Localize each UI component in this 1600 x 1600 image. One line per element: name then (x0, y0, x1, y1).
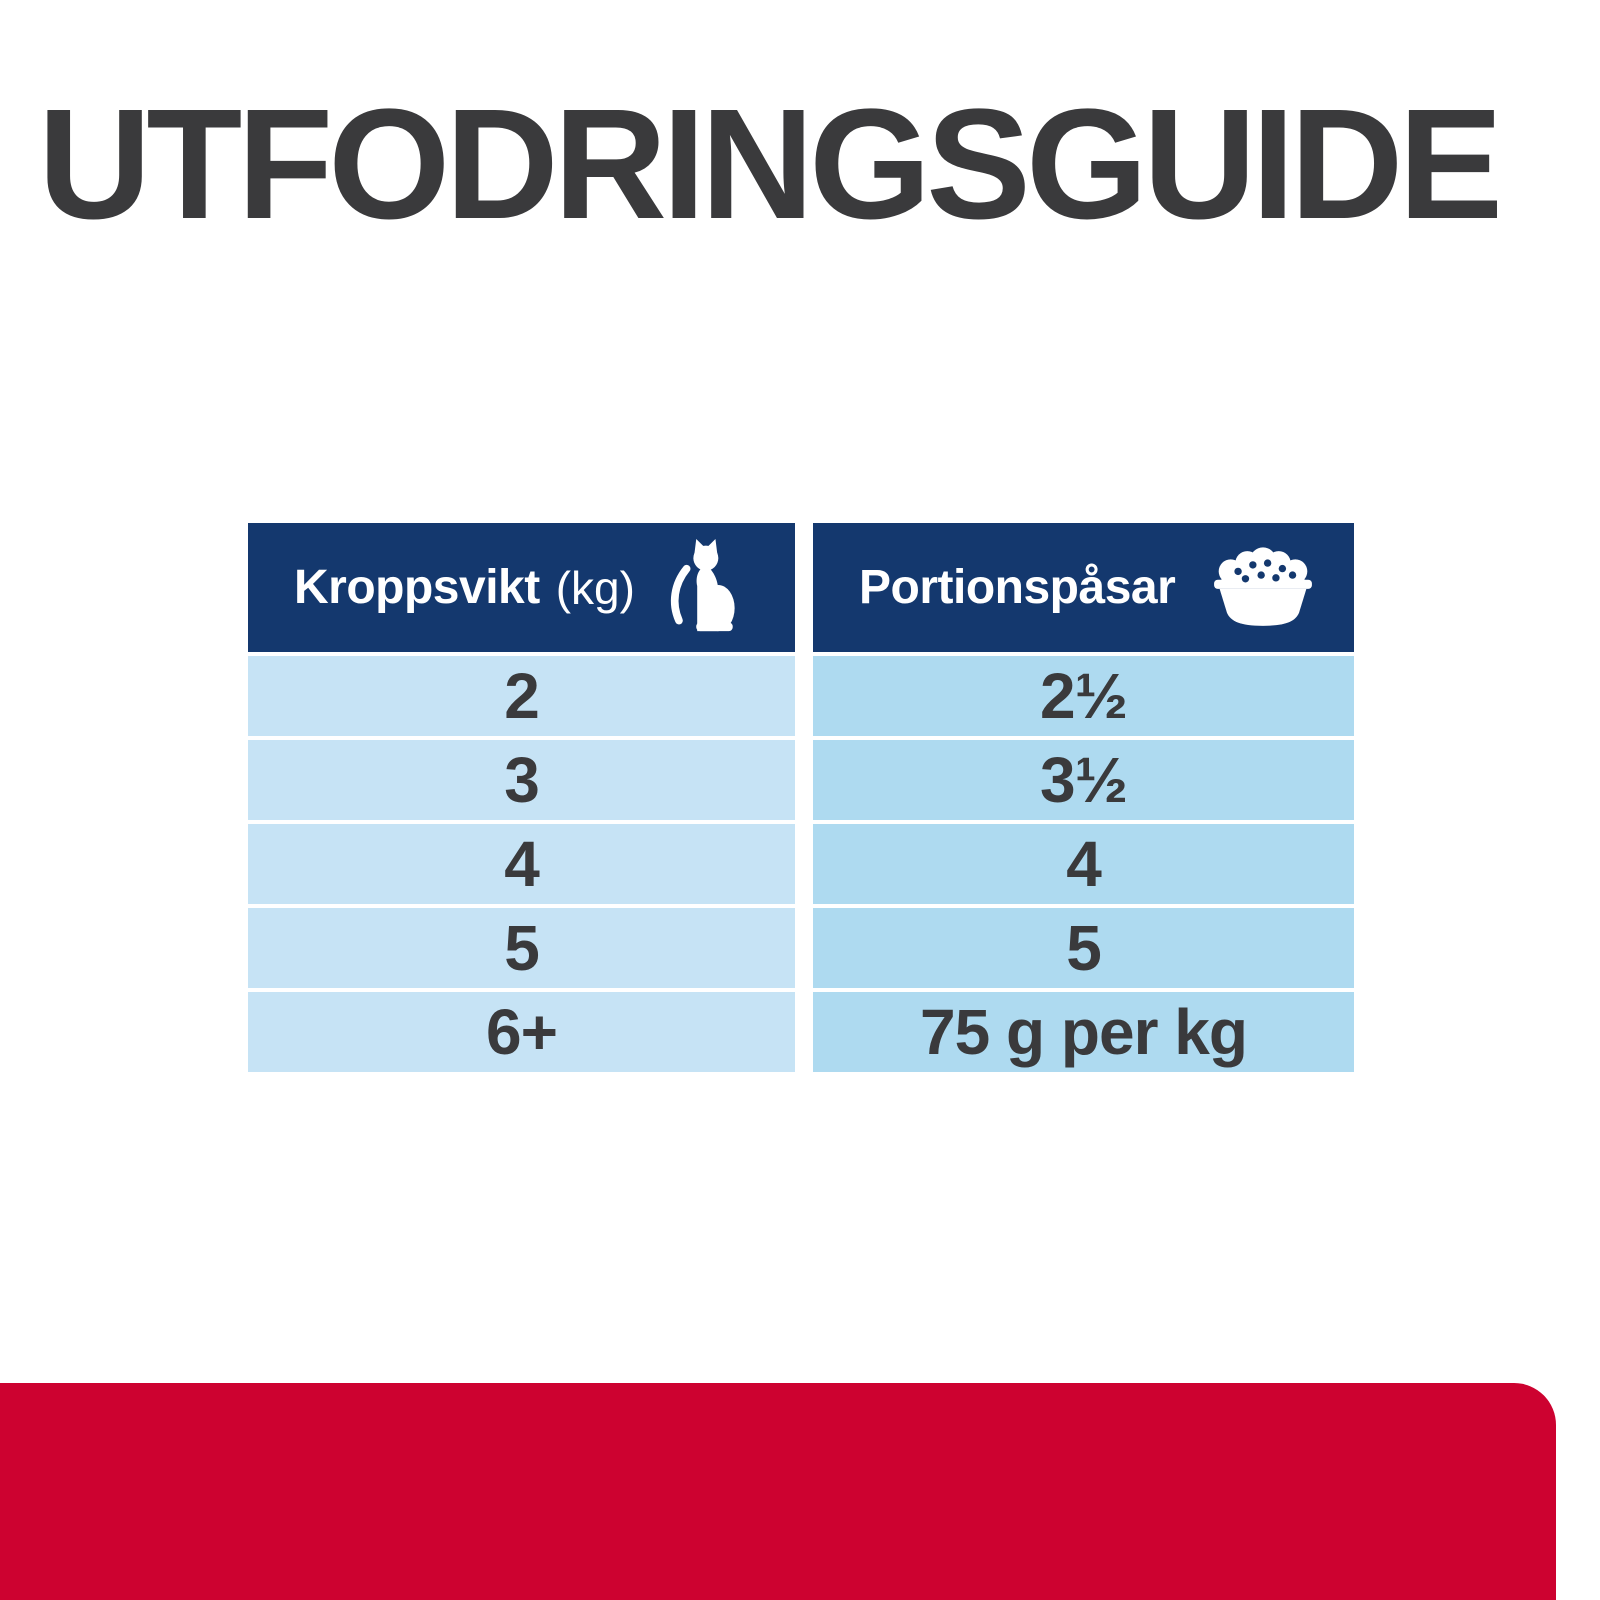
table-header-row: Kroppsvikt (kg) Portionspåsar (248, 523, 1354, 652)
food-bowl-icon (1214, 546, 1313, 626)
table-row: 5 5 (248, 908, 1354, 988)
bodyweight-value: 5 (248, 908, 795, 988)
red-footer-bar (0, 1383, 1556, 1600)
bodyweight-unit: (kg) (555, 561, 635, 614)
table-row: 4 4 (248, 824, 1354, 904)
portion-value: 4 (813, 824, 1354, 904)
bodyweight-value: 2 (248, 656, 795, 736)
table-row: 3 3½ (248, 740, 1354, 820)
header-bodyweight: Kroppsvikt (kg) (248, 523, 795, 652)
bodyweight-value: 4 (248, 824, 795, 904)
cat-icon (670, 538, 735, 631)
page-title: UTFODRINGSGUIDE (38, 77, 1503, 252)
bodyweight-value: 3 (248, 740, 795, 820)
table-row: 6+ 75 g per kg (248, 992, 1354, 1072)
feeding-table: Kroppsvikt (kg) Portionspåsar (248, 523, 1354, 1072)
bodyweight-label: Kroppsvikt (294, 561, 540, 614)
table-row: 2 2½ (248, 656, 1354, 736)
portion-value: 3½ (813, 740, 1354, 820)
bodyweight-value: 6+ (248, 992, 795, 1072)
pouches-label: Portionspåsar (859, 561, 1176, 614)
portion-value: 5 (813, 908, 1354, 988)
header-pouches: Portionspåsar (813, 523, 1354, 652)
portion-value: 2½ (813, 656, 1354, 736)
portion-value: 75 g per kg (813, 992, 1354, 1072)
